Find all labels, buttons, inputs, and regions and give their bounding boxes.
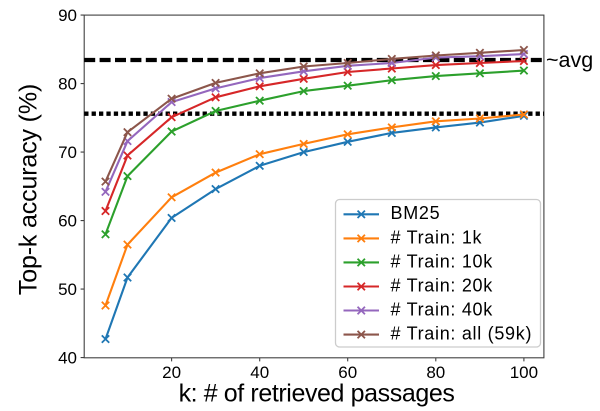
svg-text:# Train: 20k: # Train: 20k bbox=[391, 275, 494, 295]
svg-text:40: 40 bbox=[250, 363, 269, 382]
svg-text:# Train: 10k: # Train: 10k bbox=[391, 251, 494, 271]
svg-text:~avg: ~avg bbox=[546, 48, 593, 72]
svg-text:70: 70 bbox=[58, 143, 77, 162]
svg-text:40: 40 bbox=[58, 349, 77, 368]
svg-text:90: 90 bbox=[58, 6, 77, 25]
svg-text:k: # of retrieved passages: k: # of retrieved passages bbox=[179, 380, 455, 408]
svg-text:50: 50 bbox=[58, 280, 77, 299]
svg-text:# Train: 40k: # Train: 40k bbox=[391, 299, 494, 319]
svg-text:# Train: all (59k): # Train: all (59k) bbox=[391, 324, 533, 344]
svg-text:100: 100 bbox=[510, 363, 538, 382]
svg-text:80: 80 bbox=[426, 363, 445, 382]
svg-text:80: 80 bbox=[58, 75, 77, 94]
svg-text:20: 20 bbox=[162, 363, 181, 382]
svg-text:BM25: BM25 bbox=[391, 203, 441, 223]
svg-text:Top-k accuracy (%): Top-k accuracy (%) bbox=[15, 84, 43, 295]
svg-text:# Train: 1k: # Train: 1k bbox=[391, 227, 483, 247]
svg-text:60: 60 bbox=[338, 363, 357, 382]
svg-text:60: 60 bbox=[58, 212, 77, 231]
